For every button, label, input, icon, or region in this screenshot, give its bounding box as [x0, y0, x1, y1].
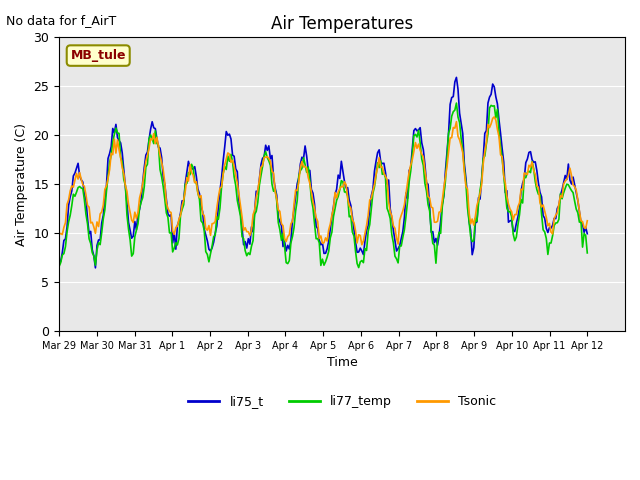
Tsonic	[358, 242, 365, 248]
Line: li77_temp: li77_temp	[59, 103, 588, 267]
li77_temp	[490, 103, 498, 108]
li75_t	[61, 236, 69, 242]
li77_temp	[584, 250, 591, 256]
li75_t	[214, 204, 222, 209]
Text: No data for f_AirT: No data for f_AirT	[6, 14, 116, 27]
li75_t	[92, 265, 99, 271]
li77_temp	[352, 248, 360, 254]
Title: Air Temperatures: Air Temperatures	[271, 15, 413, 33]
li77_temp	[55, 264, 63, 269]
Tsonic	[497, 152, 504, 157]
Tsonic	[172, 225, 180, 230]
li77_temp	[452, 100, 460, 106]
li75_t	[490, 84, 498, 90]
Text: MB_tule: MB_tule	[70, 49, 126, 62]
li77_temp	[213, 214, 221, 220]
li77_temp	[497, 144, 504, 149]
li75_t	[55, 257, 63, 263]
Y-axis label: Air Temperature (C): Air Temperature (C)	[15, 122, 28, 246]
Tsonic	[489, 116, 497, 121]
li75_t	[584, 231, 591, 237]
li77_temp	[172, 240, 180, 246]
Tsonic	[490, 114, 498, 120]
li75_t	[353, 250, 361, 255]
li77_temp	[61, 244, 69, 250]
li75_t	[452, 74, 460, 80]
li75_t	[497, 131, 504, 136]
Tsonic	[213, 205, 221, 211]
Tsonic	[352, 228, 360, 234]
Line: Tsonic: Tsonic	[59, 117, 588, 245]
Tsonic	[55, 231, 63, 237]
li77_temp	[355, 264, 362, 270]
Line: li75_t: li75_t	[59, 77, 588, 268]
Legend: li75_t, li77_temp, Tsonic: li75_t, li77_temp, Tsonic	[183, 390, 501, 413]
Tsonic	[61, 220, 69, 226]
X-axis label: Time: Time	[326, 356, 358, 369]
Tsonic	[584, 218, 591, 224]
li75_t	[173, 223, 181, 228]
